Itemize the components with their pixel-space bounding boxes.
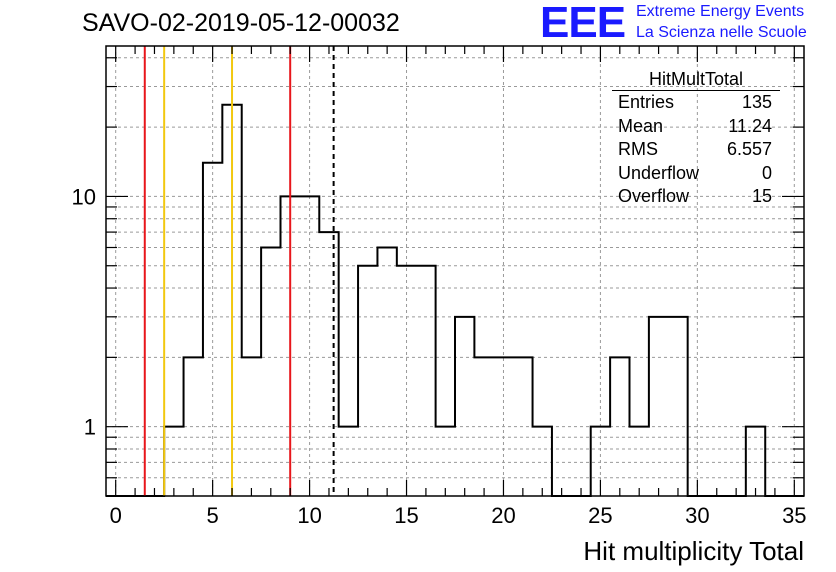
stats-label: RMS xyxy=(618,139,658,159)
x-tick-label: 15 xyxy=(394,503,418,528)
stats-value: 0 xyxy=(761,162,772,183)
stats-row-overflow: Overflow 15 xyxy=(612,185,780,209)
stats-label: Underflow xyxy=(618,162,700,183)
stats-box: HitMultTotal Entries 135 Mean 11.24 RMS … xyxy=(612,68,780,209)
stats-label: Overflow xyxy=(618,186,690,206)
plot-frame xyxy=(105,45,805,497)
chart-title: SAVO-02-2019-05-12-00032 xyxy=(82,9,400,37)
x-axis-label: Hit multiplicity Total xyxy=(583,536,804,566)
stats-value: 11.24 xyxy=(728,115,772,136)
x-tick-label: 0 xyxy=(110,503,122,528)
x-tick-label: 10 xyxy=(297,503,321,528)
histogram-line xyxy=(106,103,804,497)
logo-line-2: La Scienza nelle Scuole xyxy=(636,24,807,41)
x-tick-label: 30 xyxy=(685,503,709,528)
stats-value: 135 xyxy=(741,92,772,112)
stats-row-entries: Entries 135 xyxy=(612,91,780,115)
stats-label: Entries xyxy=(618,92,675,112)
stats-row-rms: RMS 6.557 xyxy=(612,138,780,162)
stats-title: HitMultTotal xyxy=(612,68,780,91)
stats-value: 15 xyxy=(751,186,772,206)
stats-row-underflow: Underflow 0 xyxy=(612,162,780,186)
x-tick-label: 20 xyxy=(491,503,515,528)
x-tick-label: 5 xyxy=(207,503,219,528)
logo-line-1: Extreme Energy Events xyxy=(636,3,805,20)
x-tick-label: 25 xyxy=(588,503,612,528)
stats-value: 6.557 xyxy=(726,139,772,159)
stats-row-mean: Mean 11.24 xyxy=(612,115,780,139)
x-tick-label: 35 xyxy=(782,503,806,528)
y-tick-label: 10 xyxy=(72,184,96,209)
stats-label: Mean xyxy=(618,115,664,136)
logo-mark: EEE xyxy=(540,0,626,47)
y-tick-label: 1 xyxy=(84,415,96,440)
